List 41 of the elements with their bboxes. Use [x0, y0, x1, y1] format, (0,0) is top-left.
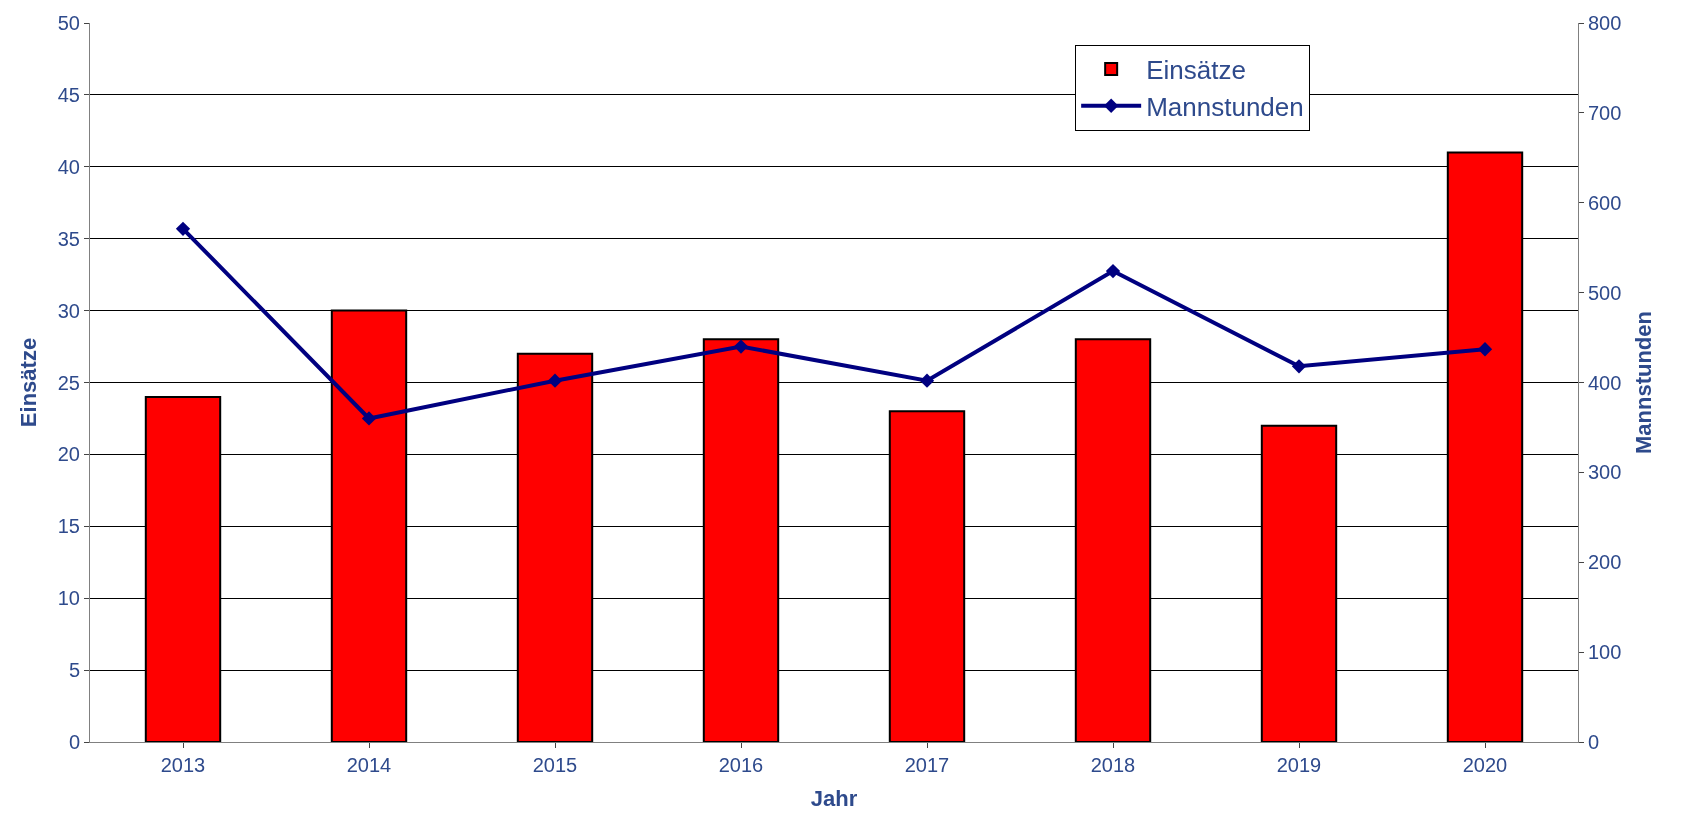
point: [547, 373, 563, 388]
y2-tick-label: 800: [1588, 12, 1622, 34]
point: [361, 411, 377, 426]
y2-tick-label: 100: [1588, 641, 1622, 664]
y-axis-title: Einsätze: [15, 337, 41, 428]
x-tick-label: 2018: [1090, 754, 1136, 776]
y2-tick-label: 700: [1588, 101, 1622, 124]
y2-tick-label: 400: [1588, 371, 1622, 394]
y-tick-label: 10: [57, 587, 80, 610]
y2-tick-label: 300: [1588, 461, 1622, 484]
y2-tick-label: 500: [1588, 281, 1622, 304]
point: [1291, 359, 1307, 374]
x-tick-label: 2016: [718, 754, 764, 776]
point: [1105, 263, 1121, 279]
y-tick-label: 40: [57, 155, 80, 178]
y2-tick-label: 0: [1588, 731, 1600, 753]
y-tick-label: 5: [68, 659, 80, 682]
legend-label: Mannstunden: [1146, 91, 1304, 122]
point: [1477, 342, 1493, 357]
x-tick-label: 2020: [1462, 754, 1508, 776]
y-tick-label: 45: [57, 83, 80, 106]
x-tick-label: 2019: [1276, 754, 1322, 776]
y-tick-label: 25: [57, 371, 80, 394]
y-tick-label: 35: [57, 227, 80, 250]
point: [175, 221, 191, 236]
x-tick-label: 2014: [346, 754, 392, 776]
x-axis-title: Jahr: [810, 785, 858, 811]
x-tick-label: 2015: [532, 754, 578, 776]
y-tick-label: 0: [68, 731, 80, 753]
y-tick-label: 30: [57, 299, 80, 322]
y2-tick-label: 200: [1588, 551, 1622, 574]
legend-label: Einsätze: [1146, 55, 1246, 86]
y-tick-label: 20: [57, 443, 80, 466]
point: [733, 339, 749, 354]
x-tick-label: 2013: [160, 754, 206, 776]
y-tick-label: 15: [57, 515, 80, 538]
y2-axis-title: Mannstunden: [1631, 311, 1657, 454]
y-tick-label: 50: [57, 12, 80, 34]
y2-tick-label: 600: [1588, 191, 1622, 214]
x-tick-label: 2017: [904, 754, 950, 776]
point: [919, 373, 935, 388]
